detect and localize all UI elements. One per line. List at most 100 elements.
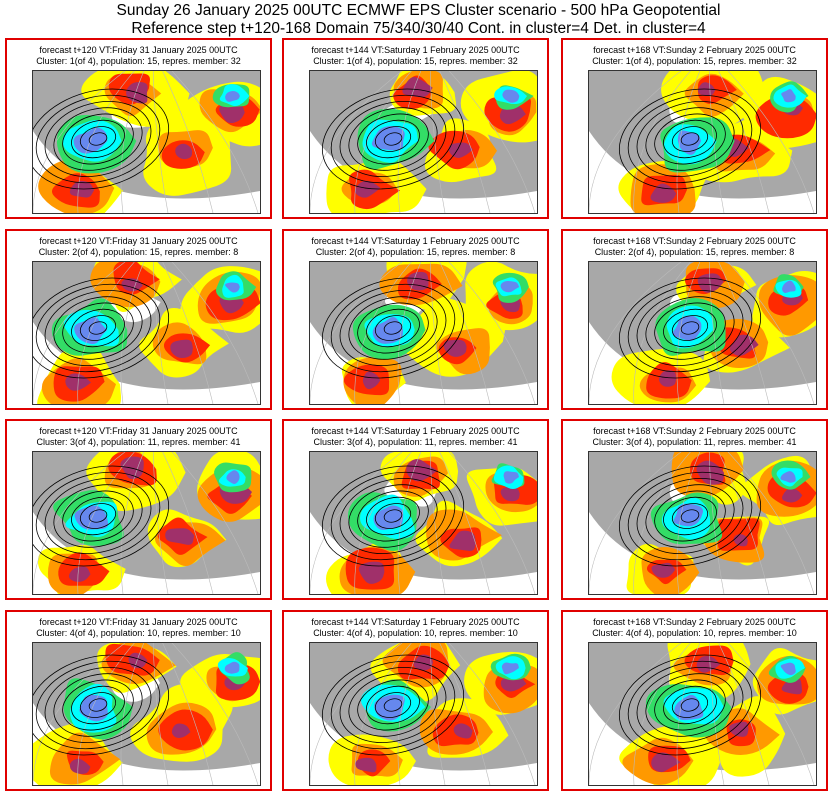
geopotential-contour	[618, 465, 762, 567]
graticule-line	[727, 643, 815, 785]
geopotential-contour	[53, 107, 143, 171]
forecast-label: forecast t+120 VT:Friday 31 January 2025…	[39, 426, 238, 436]
geopotential-contour	[339, 290, 447, 366]
forecast-label: forecast t+120 VT:Friday 31 January 2025…	[39, 236, 238, 246]
geopotential-contour	[671, 503, 709, 529]
graticule-line	[354, 452, 412, 594]
graticule-line	[727, 262, 815, 404]
panel-header: forecast t+120 VT:Friday 31 January 2025…	[7, 45, 270, 67]
graticule-line	[120, 71, 145, 213]
geopotential-contour	[35, 471, 161, 561]
geopotential-contour	[374, 503, 412, 529]
title-line-1: Sunday 26 January 2025 00UTC ECMWF EPS C…	[116, 2, 721, 19]
geopotential-contour	[374, 126, 412, 152]
geopotential-contour	[53, 296, 143, 360]
geopotential-contour	[79, 692, 117, 718]
anomaly-purple	[650, 183, 677, 203]
anomaly-blue	[374, 694, 405, 721]
graticule-line	[310, 452, 403, 594]
geopotential-contour	[663, 308, 717, 348]
graticule-line	[162, 452, 214, 594]
geopotential-contour	[627, 660, 753, 750]
geopotential-contour	[374, 692, 412, 718]
panel-header: forecast t+168 VT:Sunday 2 February 2025…	[563, 426, 826, 448]
panel-header: forecast t+120 VT:Friday 31 January 2025…	[7, 617, 270, 639]
anomaly-blue	[782, 280, 796, 293]
graticule-line	[448, 643, 536, 785]
graticule-line	[162, 71, 214, 213]
forecast-label: forecast t+168 VT:Sunday 2 February 2025…	[593, 426, 796, 436]
cluster-label: Cluster: 4(of 4), population: 10, repres…	[592, 628, 797, 638]
geopotential-contour	[645, 107, 735, 171]
graticule-line	[310, 71, 403, 213]
geopotential-contour	[383, 132, 403, 146]
geopotential-contour	[88, 132, 108, 146]
geopotential-contour	[79, 126, 117, 152]
cluster-panel: forecast t+120 VT:Friday 31 January 2025…	[5, 419, 272, 600]
graticule-line	[152, 262, 169, 404]
cluster-label: Cluster: 3(of 4), population: 11, repres…	[36, 437, 241, 447]
geopotential-contour	[383, 509, 403, 523]
graticule-line	[310, 643, 403, 785]
graticule-line	[633, 643, 691, 785]
forecast-label: forecast t+144 VT:Saturday 1 February 20…	[311, 426, 520, 436]
geopotential-contour	[330, 283, 456, 373]
graticule-line	[429, 643, 446, 785]
graticule-line	[171, 643, 259, 785]
panel-header: forecast t+168 VT:Sunday 2 February 2025…	[563, 617, 826, 639]
geopotential-contour	[348, 296, 438, 360]
geopotential-contour	[35, 94, 161, 184]
graticule-line	[633, 262, 691, 404]
panel-header: forecast t+144 VT:Saturday 1 February 20…	[284, 617, 547, 639]
anomaly-purple	[362, 371, 381, 390]
geopotential-contour	[33, 654, 170, 756]
geopotential-contour	[330, 471, 456, 561]
anomaly-blue	[500, 280, 520, 293]
geopotential-map	[32, 70, 261, 214]
graticule-line	[589, 262, 682, 404]
graticule-line	[633, 452, 691, 594]
geopotential-contour	[79, 503, 117, 529]
anomaly-purple	[443, 339, 467, 357]
title-line-2: Reference step t+120-168 Domain 75/340/3…	[131, 20, 706, 37]
graticule-line	[448, 71, 536, 213]
geopotential-contour	[33, 277, 170, 379]
geopotential-contour	[654, 490, 726, 542]
graticule-line	[727, 452, 815, 594]
anomaly-purple	[729, 334, 759, 356]
geopotential-contour	[321, 465, 465, 567]
geopotential-contour	[645, 673, 735, 737]
panel-header: forecast t+120 VT:Friday 31 January 2025…	[7, 236, 270, 258]
geopotential-contour	[44, 478, 152, 554]
anomaly-blue	[781, 89, 796, 103]
cluster-panel: forecast t+168 VT:Sunday 2 February 2025…	[561, 38, 828, 219]
cluster-label: Cluster: 2(of 4), population: 15, repres…	[315, 247, 516, 257]
graticule-line	[77, 452, 135, 594]
cluster-panel: forecast t+168 VT:Sunday 2 February 2025…	[561, 229, 828, 410]
anomaly-blue	[226, 470, 240, 484]
geopotential-contour	[636, 101, 744, 177]
cluster-panel: forecast t+120 VT:Friday 31 January 2025…	[5, 229, 272, 410]
graticule-line	[397, 71, 422, 213]
graticule-line	[152, 643, 169, 785]
cluster-panel: forecast t+144 VT:Saturday 1 February 20…	[282, 610, 549, 791]
geopotential-contour	[339, 101, 447, 177]
geopotential-contour	[618, 654, 762, 756]
geopotential-contour	[348, 107, 438, 171]
geopotential-contour	[366, 308, 420, 348]
panel-header: forecast t+168 VT:Sunday 2 February 2025…	[563, 45, 826, 67]
forecast-label: forecast t+120 VT:Friday 31 January 2025…	[39, 617, 238, 627]
graticule-line	[708, 71, 725, 213]
forecast-label: forecast t+120 VT:Friday 31 January 2025…	[39, 45, 238, 55]
anomaly-blue	[225, 282, 240, 293]
graticule-line	[33, 643, 126, 785]
geopotential-contour	[62, 679, 134, 731]
graticule-line	[33, 262, 126, 404]
geopotential-contour	[618, 88, 762, 190]
geopotential-map	[309, 261, 538, 405]
anomaly-blue	[372, 317, 404, 344]
geopotential-contour	[671, 692, 709, 718]
forecast-label: forecast t+168 VT:Sunday 2 February 2025…	[593, 617, 796, 627]
anomaly-purple	[729, 721, 749, 737]
anomaly-blue	[780, 471, 796, 483]
